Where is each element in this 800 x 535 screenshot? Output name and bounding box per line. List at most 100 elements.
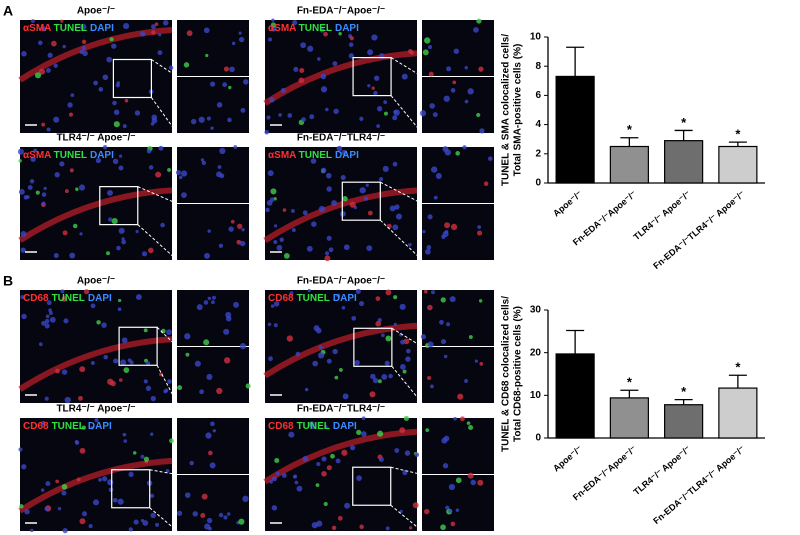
cell <box>427 214 433 220</box>
cell <box>321 456 327 462</box>
cell <box>190 118 197 125</box>
cell <box>79 447 86 454</box>
zoom-line <box>391 327 423 347</box>
cell <box>245 383 251 389</box>
y-tick-label: 6 <box>535 90 541 101</box>
cell <box>455 477 462 484</box>
y-tick-label: 10 <box>530 390 542 401</box>
bar <box>609 397 649 439</box>
cell <box>363 196 369 201</box>
zoom-line <box>137 224 178 261</box>
cell <box>311 425 315 429</box>
cell <box>312 360 319 367</box>
cell <box>41 201 46 205</box>
cell <box>307 288 311 293</box>
zoom-line <box>149 507 178 532</box>
cell <box>326 186 332 192</box>
y-tick-label: 10 <box>530 32 542 43</box>
cell <box>292 20 298 26</box>
image-title: Fn-EDA⁻/⁻Apoe⁻/⁻ <box>297 6 385 17</box>
cell <box>209 462 216 469</box>
stain-name: CD68 <box>268 421 294 432</box>
stain-name: DAPI <box>333 421 357 432</box>
cell <box>298 77 305 84</box>
cell <box>275 471 280 476</box>
cell <box>282 208 287 212</box>
cell <box>18 159 22 163</box>
tissue-band <box>263 50 418 106</box>
cell <box>426 245 432 250</box>
stain-label: CD68 TUNEL DAPI <box>268 293 357 304</box>
cell <box>120 359 127 366</box>
cell <box>331 525 337 531</box>
cell <box>62 527 68 534</box>
cell <box>79 49 84 55</box>
cell <box>412 502 419 509</box>
cell <box>239 240 246 247</box>
cell <box>276 244 283 251</box>
cell <box>294 480 299 485</box>
cell <box>394 448 400 453</box>
cell <box>270 22 276 28</box>
cell <box>123 439 128 443</box>
cell <box>53 63 58 68</box>
cell <box>64 396 71 404</box>
stain-name: αSMA <box>268 150 296 161</box>
cell <box>225 315 232 322</box>
cell <box>109 37 114 42</box>
cell <box>205 53 209 58</box>
cell <box>433 195 438 200</box>
cell <box>323 31 328 37</box>
cell <box>267 170 274 177</box>
cell <box>40 488 45 492</box>
cell <box>27 185 33 190</box>
cell <box>43 186 47 191</box>
cell <box>399 427 406 434</box>
zoom-box <box>118 326 158 366</box>
cell <box>324 425 328 429</box>
cell <box>419 110 427 117</box>
cell <box>61 296 68 302</box>
cell <box>64 189 69 194</box>
cell <box>385 526 390 531</box>
cell <box>440 339 447 345</box>
cell <box>382 165 389 173</box>
cell <box>145 385 152 391</box>
bar <box>664 140 704 184</box>
cell <box>304 387 309 392</box>
cell <box>474 359 478 363</box>
cell <box>313 325 320 332</box>
cell <box>204 523 211 530</box>
zoom-box <box>341 181 381 221</box>
cell <box>414 452 420 458</box>
cell <box>371 86 375 90</box>
stain-name: DAPI <box>90 23 114 34</box>
cell <box>216 387 223 395</box>
cell <box>402 369 407 374</box>
cell <box>44 323 50 329</box>
cell <box>385 289 392 296</box>
cell <box>123 23 130 30</box>
cell <box>356 475 362 481</box>
cell <box>60 289 65 294</box>
x-tick-label: Fn-EDA⁻/⁻TLR4⁻/⁻ Apoe⁻/⁻ <box>651 189 747 271</box>
cell <box>185 352 190 357</box>
y-tick-label: 30 <box>530 305 542 316</box>
cell <box>295 351 301 357</box>
cell <box>46 68 51 73</box>
cell <box>178 175 183 180</box>
cell <box>118 154 123 158</box>
cell <box>113 358 119 364</box>
cell <box>168 65 174 70</box>
cell <box>148 165 154 170</box>
cell <box>422 49 429 56</box>
cell <box>444 222 451 229</box>
cell <box>336 293 341 298</box>
cell <box>342 196 348 202</box>
cell <box>95 157 102 164</box>
x-tick-label: Apoe⁻/⁻ <box>551 189 584 219</box>
cell <box>49 316 56 323</box>
cell <box>38 68 46 75</box>
cell <box>388 373 393 379</box>
zoom-line <box>390 95 423 134</box>
